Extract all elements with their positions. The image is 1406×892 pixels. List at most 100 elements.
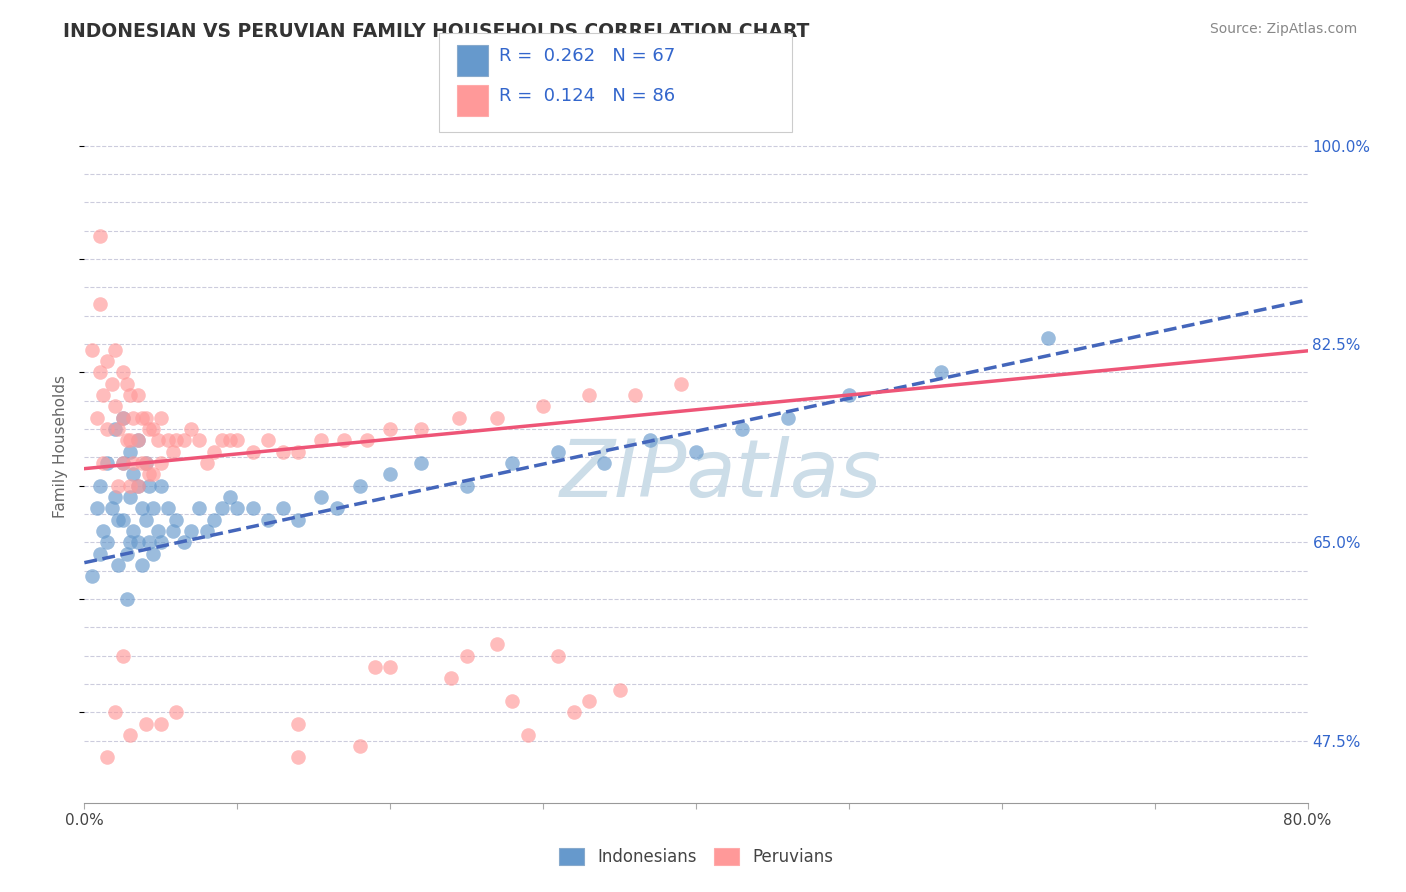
Point	[409, 456, 432, 470]
Point	[104, 705, 127, 719]
Point	[838, 388, 860, 402]
Point	[180, 422, 202, 436]
Point	[104, 400, 127, 414]
Point	[135, 716, 157, 731]
Point	[107, 558, 129, 572]
Point	[127, 434, 149, 448]
Point	[311, 490, 333, 504]
Point	[115, 591, 138, 606]
Point	[89, 365, 111, 379]
Point	[142, 501, 165, 516]
Point	[211, 434, 233, 448]
Point	[96, 456, 118, 470]
Point	[104, 490, 127, 504]
Point	[96, 422, 118, 436]
Point	[115, 434, 138, 448]
Point	[157, 434, 180, 448]
Point	[127, 478, 149, 492]
Point	[218, 434, 240, 448]
Point	[447, 410, 470, 425]
Point	[107, 422, 129, 436]
Point	[115, 376, 138, 391]
Point	[96, 354, 118, 368]
Point	[96, 750, 118, 764]
Point	[149, 456, 172, 470]
Point	[120, 478, 142, 492]
Point	[162, 444, 184, 458]
Point	[80, 343, 103, 357]
Point	[547, 648, 569, 663]
Point	[138, 535, 160, 549]
Point	[1036, 331, 1059, 345]
Point	[202, 444, 225, 458]
Point	[226, 501, 249, 516]
Point	[325, 501, 347, 516]
Point	[287, 716, 309, 731]
Point	[242, 444, 264, 458]
Point	[146, 524, 169, 538]
Point	[142, 467, 165, 482]
Point	[486, 637, 509, 651]
Point	[107, 478, 129, 492]
Point	[578, 388, 600, 402]
Point	[107, 513, 129, 527]
Point	[195, 524, 218, 538]
Point	[142, 547, 165, 561]
Point	[111, 513, 134, 527]
Point	[211, 501, 233, 516]
Point	[111, 456, 134, 470]
Point	[149, 478, 172, 492]
Point	[89, 229, 111, 244]
Legend: Indonesians, Peruvians: Indonesians, Peruvians	[553, 841, 839, 873]
Point	[349, 739, 371, 754]
Point	[101, 376, 124, 391]
Point	[80, 569, 103, 583]
Point	[96, 535, 118, 549]
Point	[380, 467, 402, 482]
Point	[356, 434, 378, 448]
Point	[111, 456, 134, 470]
Point	[131, 410, 153, 425]
Point	[120, 490, 142, 504]
Point	[242, 501, 264, 516]
Point	[104, 343, 127, 357]
Point	[380, 660, 402, 674]
Point	[173, 535, 195, 549]
Point	[111, 410, 134, 425]
Point	[131, 501, 153, 516]
Point	[135, 410, 157, 425]
Point	[638, 434, 661, 448]
Point	[333, 434, 356, 448]
Text: INDONESIAN VS PERUVIAN FAMILY HOUSEHOLDS CORRELATION CHART: INDONESIAN VS PERUVIAN FAMILY HOUSEHOLDS…	[63, 22, 810, 41]
Point	[226, 434, 249, 448]
Point	[131, 558, 153, 572]
Point	[127, 535, 149, 549]
Text: R =  0.262   N = 67: R = 0.262 N = 67	[499, 47, 675, 65]
Point	[135, 456, 157, 470]
Point	[188, 434, 211, 448]
Point	[91, 524, 114, 538]
Point	[122, 456, 145, 470]
Point	[776, 410, 799, 425]
Point	[685, 444, 707, 458]
Point	[120, 728, 142, 742]
Point	[101, 501, 124, 516]
Point	[131, 456, 153, 470]
Point	[311, 434, 333, 448]
Point	[562, 705, 585, 719]
Point	[120, 388, 142, 402]
Point	[138, 467, 160, 482]
Point	[456, 648, 478, 663]
Point	[257, 434, 280, 448]
Point	[115, 547, 138, 561]
Point	[669, 376, 692, 391]
Point	[120, 434, 142, 448]
Point	[127, 478, 149, 492]
Point	[218, 490, 240, 504]
Point	[180, 524, 202, 538]
Point	[624, 388, 647, 402]
Text: Source: ZipAtlas.com: Source: ZipAtlas.com	[1209, 22, 1357, 37]
Point	[142, 422, 165, 436]
Point	[380, 422, 402, 436]
Point	[173, 434, 195, 448]
